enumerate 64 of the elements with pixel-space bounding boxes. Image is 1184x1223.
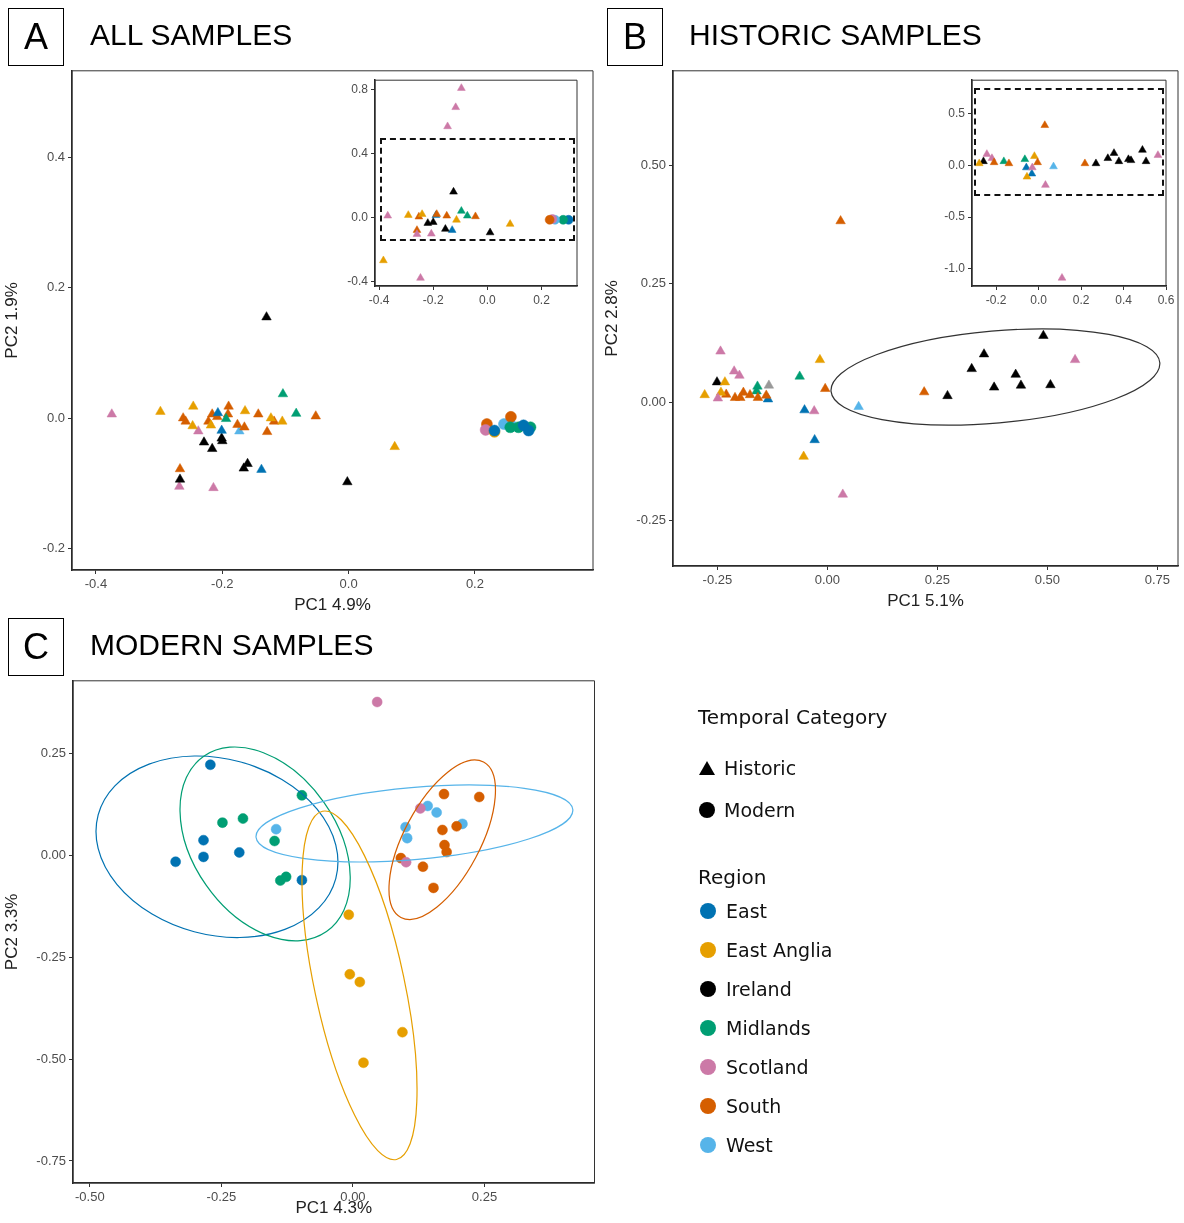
- y-tick-label: 0.2: [46, 279, 65, 295]
- legend-title: Region: [698, 865, 768, 889]
- x-tick-label: 0.25: [471, 1189, 498, 1205]
- x-tick-label: 0.75: [1144, 572, 1170, 588]
- y-axis-title: PC2 3.3%: [1, 893, 21, 971]
- x-tick-label: -0.50: [75, 1189, 105, 1205]
- legend-label: East: [726, 899, 767, 922]
- x-tick-label: 0.4: [1115, 292, 1133, 307]
- y-tick-label: -0.4: [347, 273, 369, 288]
- y-axis-title: PC2 1.9%: [1, 282, 21, 359]
- y-tick-label: 0.0: [948, 157, 966, 172]
- x-tick-label: -0.25: [702, 572, 733, 588]
- y-tick-label: 0.0: [351, 209, 369, 224]
- x-tick-label: 0.2: [533, 292, 551, 307]
- legend-label: West: [726, 1133, 773, 1156]
- text: Historic: [724, 757, 797, 779]
- y-tick-label: 0.5: [948, 106, 966, 121]
- x-tick-label: 0.2: [465, 576, 484, 592]
- x-tick-label: 0.0: [339, 576, 358, 592]
- text: C: [8, 618, 64, 676]
- y-tick-label: -0.25: [636, 512, 666, 528]
- y-tick-label: 0.50: [640, 156, 666, 172]
- y-tick-label: -1.0: [944, 260, 966, 275]
- y-tick-label: -0.25: [36, 948, 66, 964]
- y-tick-label: -0.2: [42, 540, 65, 556]
- x-tick-label: -0.2: [422, 292, 444, 307]
- y-tick-label: 0.4: [351, 145, 369, 160]
- y-tick-label: -0.75: [36, 1152, 66, 1168]
- y-tick-label: 0.25: [640, 275, 666, 291]
- x-tick-label: 0.6: [1157, 292, 1175, 307]
- chart-title: HISTORIC SAMPLES: [689, 17, 982, 53]
- y-tick-label: -0.5: [944, 209, 966, 224]
- legend-label: Scotland: [726, 1055, 809, 1078]
- x-tick-label: -0.4: [368, 292, 390, 307]
- x-tick-label: 0.0: [479, 292, 497, 307]
- x-tick-label: 0.50: [1034, 572, 1061, 588]
- text: Modern: [724, 799, 796, 821]
- y-tick-label: 0.00: [40, 846, 66, 862]
- x-tick-label: 0.25: [924, 572, 951, 588]
- chart-title: MODERN SAMPLES: [90, 627, 374, 663]
- x-tick-label: -0.2: [985, 292, 1007, 307]
- x-axis-title: PC1 4.9%: [294, 595, 371, 615]
- x-tick-label: -0.2: [211, 576, 234, 592]
- x-axis-title: PC1 5.1%: [887, 591, 964, 611]
- x-tick-label: 0.00: [814, 572, 841, 588]
- x-tick-label: -0.25: [206, 1189, 237, 1205]
- legend-label: Ireland: [726, 977, 792, 1000]
- chart-title: ALL SAMPLES: [90, 17, 293, 53]
- text: B: [607, 8, 663, 66]
- text: A: [8, 8, 64, 66]
- x-tick-label: 0.2: [1072, 292, 1090, 307]
- legend-label: Midlands: [726, 1016, 811, 1039]
- y-tick-label: 0.25: [40, 744, 66, 760]
- y-tick-label: 0.0: [46, 409, 65, 425]
- legend-label: South: [726, 1094, 782, 1117]
- y-tick-label: 0.00: [640, 393, 666, 409]
- text: Temporal Category: [698, 705, 889, 729]
- y-tick-label: 0.8: [351, 82, 369, 97]
- x-tick-label: 0.0: [1030, 292, 1048, 307]
- x-tick-label: -0.4: [84, 576, 108, 592]
- y-axis-title: PC2 2.8%: [601, 280, 621, 357]
- legend-label: East Anglia: [726, 938, 833, 961]
- y-tick-label: -0.50: [36, 1050, 66, 1066]
- y-tick-label: 0.4: [46, 149, 65, 165]
